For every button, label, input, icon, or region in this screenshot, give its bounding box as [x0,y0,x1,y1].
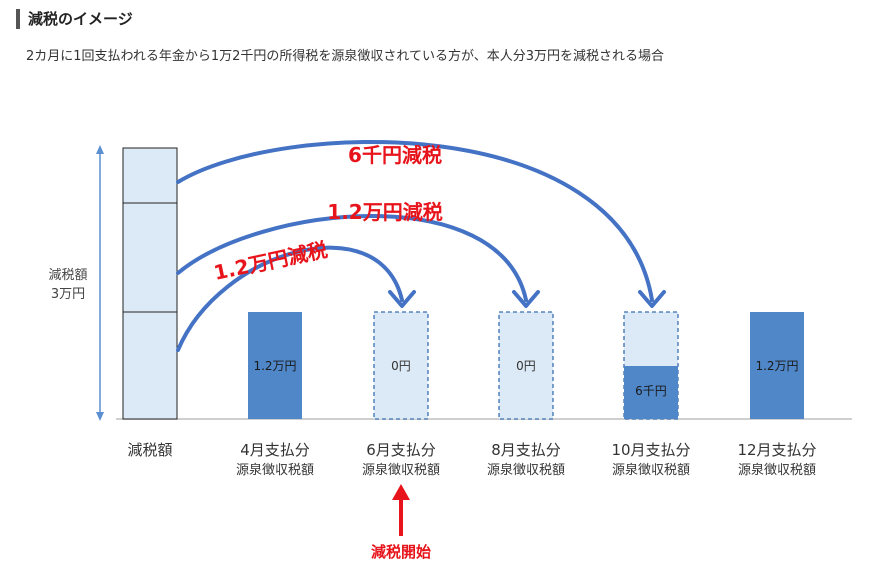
subtitle: 2カ月に1回支払われる年金から1万2千円の所得税を源泉徴収されている方が、本人分… [26,49,665,64]
category-sublabel-april: 源泉徴収税額 [236,462,314,478]
start-arrow [392,484,410,536]
category-sublabel-june: 源泉徴収税額 [362,462,440,478]
bar-june [373,311,429,420]
height-dimension-arrow [96,145,104,421]
y-label-line2: 3万円 [51,287,85,302]
arrowhead-october [638,290,666,308]
category-sublabel-december: 源泉徴収税額 [738,462,816,478]
category-label-december: 12月支払分 [737,441,816,459]
stack-segment-middle [122,202,178,313]
stack-segment-top [122,147,178,204]
reduction-stack-bar [122,147,178,420]
bar-label-april: 1.2万円 [253,359,296,373]
y-label-line1: 減税額 [48,267,87,283]
arrow-to-august [176,214,528,302]
start-label: 減税開始 [371,543,431,561]
category-label-june: 6月支払分 [366,441,436,459]
arrow-label-august: 1.2万円減税 [327,200,442,224]
category-label-reduction: 減税額 [127,441,172,459]
category-label-april: 4月支払分 [240,441,310,459]
bar-december [750,312,804,419]
stack-segment-bottom [122,311,178,420]
bar-label-december: 1.2万円 [755,359,798,373]
category-label-august: 8月支払分 [491,441,561,459]
bar-label-october: 6千円 [635,384,667,398]
arrow-label-october: 6千円減税 [348,143,442,167]
category-label-october: 10月支払分 [611,441,690,459]
section-heading: 減税のイメージ [16,9,133,29]
bar-august [498,311,554,420]
category-sublabel-august: 源泉徴収税額 [487,462,565,478]
category-sublabel-october: 源泉徴収税額 [612,462,690,478]
arrow-to-october [176,139,654,302]
bar-april [248,312,302,419]
bar-label-august: 0円 [516,359,536,373]
arrowhead-june [388,290,416,308]
bar-label-june: 0円 [391,359,411,373]
arrowhead-august [512,290,540,308]
arrow-to-june [176,245,404,352]
bar-october-fill [624,366,678,419]
